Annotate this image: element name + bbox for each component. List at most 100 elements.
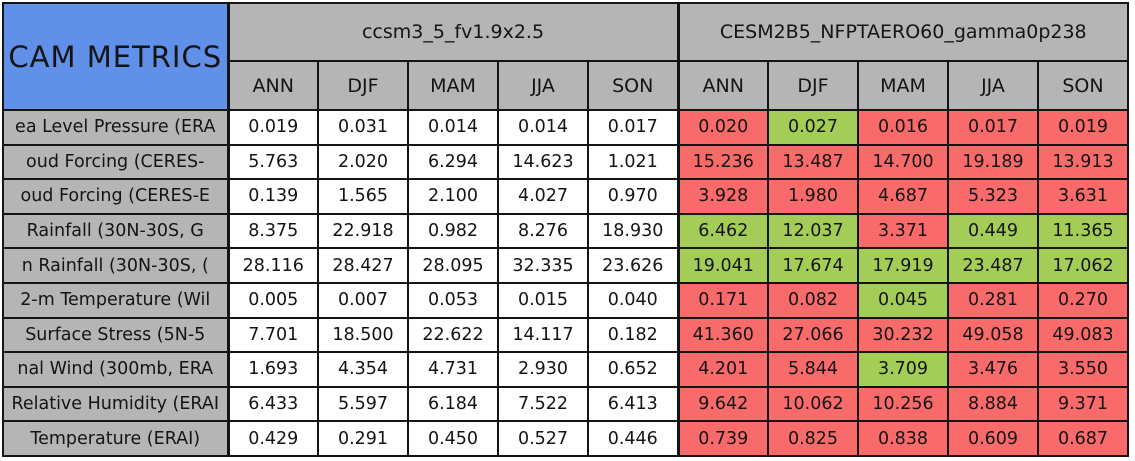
- value-cell-model1: 0.040: [587, 281, 679, 319]
- value-cell-model2: 49.058: [947, 316, 1039, 354]
- value-cell-model1: 0.652: [587, 351, 679, 388]
- value-cell-model1: 7.701: [227, 316, 319, 354]
- row-label: n Rainfall (30N-30S, (: [2, 247, 230, 284]
- value-cell-model2: 14.700: [857, 143, 949, 181]
- value-cell-model1: 6.413: [587, 385, 679, 423]
- value-cell-model1: 0.005: [227, 281, 319, 319]
- value-cell-model2: 17.674: [767, 247, 859, 284]
- row-label: Surface Stress (5N-5: [2, 316, 230, 354]
- value-cell-model1: 14.623: [497, 143, 589, 181]
- value-cell-model1: 0.527: [497, 420, 589, 457]
- value-cell-model1: 0.446: [587, 420, 679, 457]
- value-cell-model1: 0.139: [227, 178, 319, 215]
- model-1-header: ccsm3_5_fv1.9x2.5: [227, 2, 679, 62]
- value-cell-model1: 0.017: [587, 109, 679, 146]
- table-row: nal Wind (300mb, ERA 1.693 4.354 4.731 2.930…: [2, 351, 1129, 388]
- value-cell-model2: 0.281: [947, 281, 1039, 319]
- value-cell-model2: 0.609: [947, 420, 1039, 457]
- season-header-1-jja: JJA: [497, 60, 589, 111]
- row-label: Relative Humidity (ERAI: [2, 385, 230, 423]
- value-cell-model1: 0.007: [317, 281, 409, 319]
- row-label: Temperature (ERAI): [2, 420, 230, 457]
- value-cell-model2: 41.360: [676, 316, 769, 354]
- value-cell-model2: 13.487: [767, 143, 859, 181]
- value-cell-model1: 6.433: [227, 385, 319, 423]
- value-cell-model2: 13.913: [1037, 143, 1129, 181]
- value-cell-model2: 9.642: [676, 385, 769, 423]
- value-cell-model2: 12.037: [767, 212, 859, 250]
- value-cell-model1: 4.354: [317, 351, 409, 388]
- value-cell-model2: 0.027: [767, 109, 859, 146]
- value-cell-model2: 0.270: [1037, 281, 1129, 319]
- season-header-2-ann: ANN: [676, 60, 769, 111]
- value-cell-model2: 0.171: [676, 281, 769, 319]
- value-cell-model1: 18.500: [317, 316, 409, 354]
- table-title: CAM METRICS: [2, 2, 230, 111]
- row-label: nal Wind (300mb, ERA: [2, 351, 230, 388]
- season-header-1-son: SON: [587, 60, 679, 111]
- value-cell-model2: 10.062: [767, 385, 859, 423]
- season-header-2-djf: DJF: [767, 60, 859, 111]
- value-cell-model1: 0.031: [317, 109, 409, 146]
- value-cell-model1: 7.522: [497, 385, 589, 423]
- value-cell-model2: 0.449: [947, 212, 1039, 250]
- table-row: Temperature (ERAI) 0.429 0.291 0.450 0.527 0.…: [2, 420, 1129, 457]
- value-cell-model2: 0.687: [1037, 420, 1129, 457]
- value-cell-model1: 32.335: [497, 247, 589, 284]
- table-row: n Rainfall (30N-30S, (28.116 28.427 28.095…: [2, 247, 1129, 284]
- value-cell-model2: 0.082: [767, 281, 859, 319]
- value-cell-model1: 8.276: [497, 212, 589, 250]
- metrics-body: ea Level Pressure (ERA 0.019 0.031 0.014 0.0…: [2, 109, 1129, 457]
- value-cell-model2: 5.844: [767, 351, 859, 388]
- value-cell-model2: 27.066: [767, 316, 859, 354]
- value-cell-model1: 6.294: [407, 143, 499, 181]
- value-cell-model2: 19.189: [947, 143, 1039, 181]
- value-cell-model1: 0.019: [227, 109, 319, 146]
- value-cell-model1: 2.020: [317, 143, 409, 181]
- value-cell-model2: 0.016: [857, 109, 949, 146]
- value-cell-model1: 14.117: [497, 316, 589, 354]
- value-cell-model1: 0.014: [497, 109, 589, 146]
- value-cell-model2: 10.256: [857, 385, 949, 423]
- season-header-1-mam: MAM: [407, 60, 499, 111]
- value-cell-model1: 0.450: [407, 420, 499, 457]
- value-cell-model1: 0.429: [227, 420, 319, 457]
- value-cell-model2: 15.236: [676, 143, 769, 181]
- value-cell-model2: 17.062: [1037, 247, 1129, 284]
- season-header-1-djf: DJF: [317, 60, 409, 111]
- value-cell-model2: 0.019: [1037, 109, 1129, 146]
- value-cell-model1: 0.053: [407, 281, 499, 319]
- value-cell-model1: 4.027: [497, 178, 589, 215]
- value-cell-model1: 0.291: [317, 420, 409, 457]
- model-2-header: CESM2B5_NFPTAERO60_gamma0p238: [676, 2, 1129, 62]
- value-cell-model1: 5.763: [227, 143, 319, 181]
- value-cell-model1: 5.597: [317, 385, 409, 423]
- row-label: oud Forcing (CERES-E: [2, 178, 230, 215]
- value-cell-model1: 28.095: [407, 247, 499, 284]
- value-cell-model2: 23.487: [947, 247, 1039, 284]
- value-cell-model1: 1.021: [587, 143, 679, 181]
- value-cell-model1: 28.427: [317, 247, 409, 284]
- value-cell-model1: 0.982: [407, 212, 499, 250]
- value-cell-model1: 4.731: [407, 351, 499, 388]
- table-row: oud Forcing (CERES- 5.763 2.020 6.294 14.623…: [2, 143, 1129, 181]
- value-cell-model2: 3.371: [857, 212, 949, 250]
- value-cell-model1: 2.930: [497, 351, 589, 388]
- table-row: ea Level Pressure (ERA 0.019 0.031 0.014 0.0…: [2, 109, 1129, 146]
- value-cell-model1: 22.622: [407, 316, 499, 354]
- value-cell-model2: 3.550: [1037, 351, 1129, 388]
- value-cell-model2: 0.045: [857, 281, 949, 319]
- row-label: oud Forcing (CERES-: [2, 143, 230, 181]
- value-cell-model2: 5.323: [947, 178, 1039, 215]
- table-row: Rainfall (30N-30S, G 8.375 22.918 0.982 8.27…: [2, 212, 1129, 250]
- value-cell-model2: 0.825: [767, 420, 859, 457]
- table-row: 2-m Temperature (Wil 0.005 0.007 0.053 0.015…: [2, 281, 1129, 319]
- value-cell-model2: 49.083: [1037, 316, 1129, 354]
- table-row: Relative Humidity (ERAI 6.433 5.597 6.184 7.…: [2, 385, 1129, 423]
- value-cell-model2: 8.884: [947, 385, 1039, 423]
- row-label: Rainfall (30N-30S, G: [2, 212, 230, 250]
- season-header-2-mam: MAM: [857, 60, 949, 111]
- value-cell-model2: 0.739: [676, 420, 769, 457]
- value-cell-model1: 0.182: [587, 316, 679, 354]
